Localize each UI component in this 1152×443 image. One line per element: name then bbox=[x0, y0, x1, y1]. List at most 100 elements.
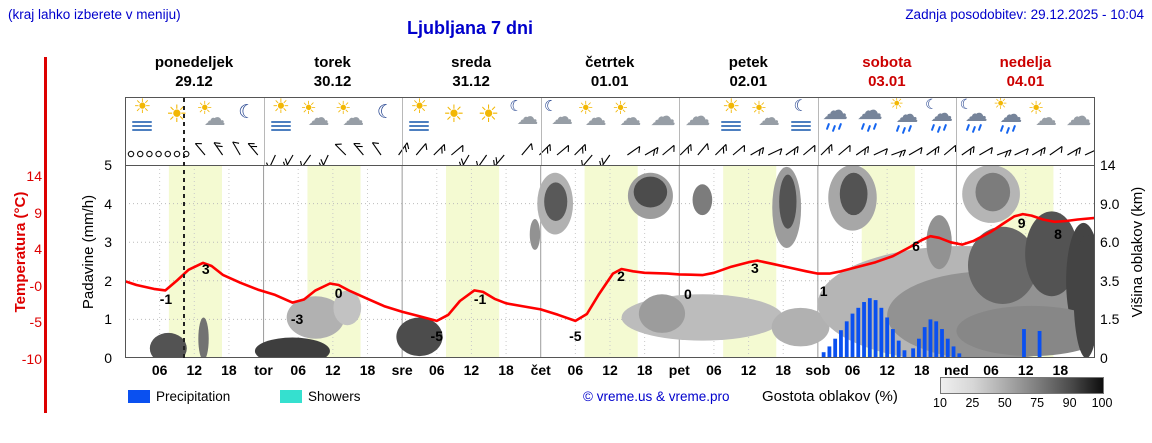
wind-barb bbox=[353, 142, 364, 156]
precipitation-bar bbox=[862, 302, 866, 358]
day-date: 02.01 bbox=[729, 73, 768, 90]
calm-wind-circle bbox=[164, 150, 172, 158]
precipitation-bar bbox=[873, 300, 878, 358]
wind-barb bbox=[803, 144, 816, 156]
precipitation-bar bbox=[940, 329, 944, 358]
day-date: 03.01 bbox=[868, 73, 906, 90]
cloud-glyph: ☁ bbox=[684, 101, 711, 131]
moon-cloud-icon: ☾ ☁ bbox=[541, 99, 575, 139]
fog-bar bbox=[270, 129, 291, 132]
cloudD-glyph: ☁ bbox=[930, 100, 954, 126]
sun-glyph: ☀ bbox=[889, 96, 904, 113]
time-label: ned bbox=[943, 362, 969, 378]
wind-barb bbox=[1049, 145, 1063, 156]
wind-barb bbox=[679, 144, 692, 156]
cloud-density-label: Gostota oblakov (%) bbox=[762, 388, 898, 405]
copyright-link[interactable]: © vreme.us & vreme.pro bbox=[583, 389, 730, 404]
precipitation-bar bbox=[1022, 329, 1026, 358]
day-date: 04.01 bbox=[1006, 73, 1045, 90]
cloud-density-gradient bbox=[940, 377, 1104, 394]
cloud-blob bbox=[198, 317, 209, 358]
precipitation-bar bbox=[833, 338, 838, 358]
day-header-sreda: sreda 31.12 bbox=[402, 53, 540, 91]
moon-icon: ☾ bbox=[368, 99, 402, 139]
cloudD-glyph: ☁ bbox=[964, 100, 988, 126]
showers-legend-label: Showers bbox=[308, 389, 361, 404]
rain-drop bbox=[902, 126, 907, 134]
temperature-line bbox=[125, 212, 1095, 323]
cloud-blob bbox=[396, 317, 443, 357]
precip-tick: 0 bbox=[104, 350, 112, 366]
cloud-glyph: ☁ bbox=[584, 105, 607, 130]
time-label: 12 bbox=[879, 362, 895, 378]
temperature-value-label: -1 bbox=[474, 291, 487, 307]
sun-glyph: ☀ bbox=[410, 96, 429, 118]
cloud-icon: ☁ bbox=[680, 99, 714, 139]
day-separator bbox=[540, 98, 542, 165]
time-label: 12 bbox=[1017, 362, 1034, 378]
precipitation-bar bbox=[934, 321, 939, 358]
fog-bar bbox=[721, 129, 742, 132]
cloud-scale-tick: 50 bbox=[997, 396, 1012, 410]
day-header-sobota: sobota 03.01 bbox=[818, 53, 956, 91]
moon-cloud-icon: ☾ ☁ bbox=[506, 99, 540, 139]
cloud-glyph: ☁ bbox=[649, 101, 676, 131]
wind-barb bbox=[891, 149, 907, 158]
sun-cloud-rain-icon: ☀ ☁ bbox=[887, 96, 921, 139]
precipitation-bar bbox=[951, 346, 956, 358]
day-header-četrtek: četrtek 01.01 bbox=[541, 53, 679, 91]
wind-barb bbox=[644, 147, 659, 156]
precipitation-bar bbox=[856, 307, 861, 358]
precip-tick: 1 bbox=[104, 311, 112, 328]
sun-cloud-icon: ☀ ☁ bbox=[299, 99, 333, 139]
day-headers: ponedeljek 29.12 torek 30.12 sreda 31.12 četrt… bbox=[125, 53, 1095, 95]
wind-barb bbox=[926, 145, 940, 156]
day-name: četrtek bbox=[585, 54, 635, 71]
page-title: Ljubljana 7 dni bbox=[406, 18, 533, 38]
wind-barb bbox=[1031, 147, 1046, 156]
temperature-value-label: 2 bbox=[617, 268, 625, 284]
moon-glyph: ☾ bbox=[544, 98, 558, 115]
precip-tick: 3 bbox=[104, 234, 112, 251]
cloud-blob bbox=[1073, 234, 1095, 358]
day-name: nedelja bbox=[999, 54, 1052, 71]
cloud-scale-tick: 25 bbox=[965, 396, 980, 410]
wind-barb bbox=[697, 143, 709, 156]
wind-barb bbox=[1014, 148, 1029, 156]
meteogram-plot: -1 3 -3 0 -5 -1 -5 2 0 3 1 6 9 8 bbox=[125, 165, 1095, 358]
time-label: 06 bbox=[844, 362, 861, 378]
sun-cloud-icon: ☀ ☁ bbox=[576, 99, 610, 139]
fog-bar bbox=[790, 125, 811, 128]
cloud-glyph: ☁ bbox=[516, 104, 539, 129]
calm-wind-circle bbox=[155, 150, 162, 158]
cloud-blob bbox=[254, 337, 330, 358]
wind-barb bbox=[265, 154, 276, 165]
wind-barb bbox=[334, 143, 347, 156]
precipitation-bar bbox=[928, 319, 933, 358]
day-header-ponedeljek: ponedeljek 29.12 bbox=[125, 53, 263, 91]
wind-barb bbox=[785, 145, 799, 156]
wind-barb bbox=[194, 142, 206, 156]
sun-icon: ☀ bbox=[160, 99, 194, 139]
day-date: 31.12 bbox=[452, 73, 490, 90]
sun-cloud-icon: ☀ ☁ bbox=[195, 99, 229, 139]
rain-drop bbox=[826, 122, 831, 130]
sun-glyph: ☀ bbox=[133, 96, 152, 118]
rain-icon: ☁ bbox=[818, 97, 852, 139]
wind-barb bbox=[398, 142, 410, 156]
wind-barb bbox=[371, 142, 382, 156]
precipitation-bar bbox=[945, 338, 950, 358]
temperature-value-label: 3 bbox=[202, 261, 210, 277]
fog-bar bbox=[132, 121, 153, 124]
fog-bar bbox=[790, 129, 811, 132]
precipitation-bar bbox=[902, 350, 907, 358]
moon-glyph: ☾ bbox=[238, 102, 256, 123]
time-label: 12 bbox=[186, 362, 203, 378]
wind-barb bbox=[943, 144, 957, 156]
fog-bar bbox=[409, 129, 430, 132]
wind-barb bbox=[574, 144, 587, 156]
time-label: 12 bbox=[740, 362, 757, 378]
cloud-blob bbox=[633, 176, 668, 208]
day-date: 01.01 bbox=[590, 73, 629, 90]
